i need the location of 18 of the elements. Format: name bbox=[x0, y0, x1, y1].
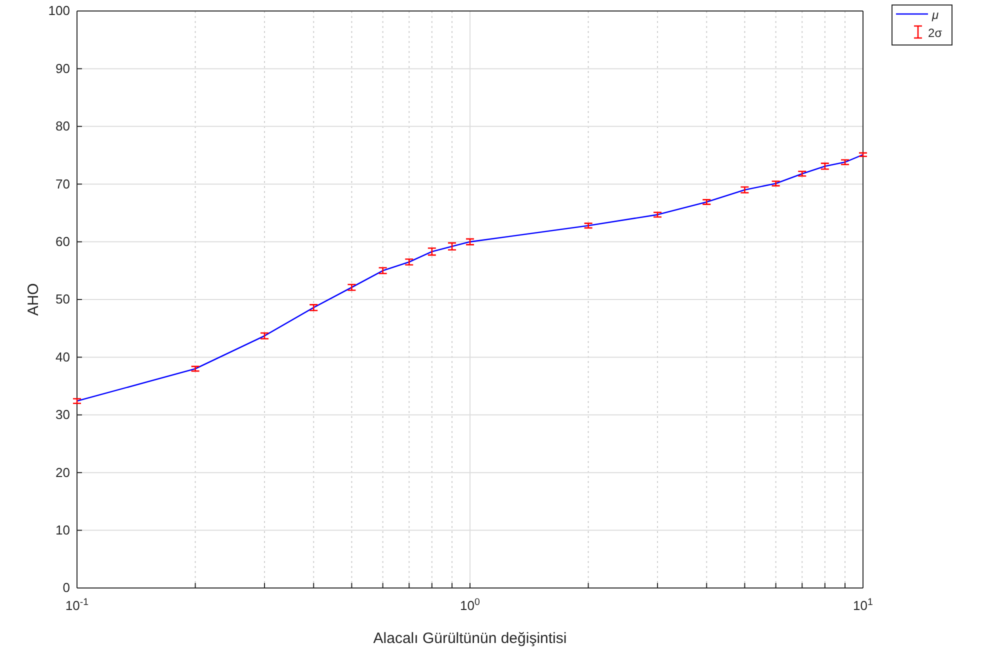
legend-label: μ bbox=[931, 8, 939, 22]
x-tick-label: 10$^{1}$ bbox=[853, 596, 873, 613]
text: 2σ bbox=[928, 26, 943, 40]
y-tick-label: 80 bbox=[56, 118, 70, 134]
y-tick-label: 10 bbox=[56, 522, 70, 538]
y-tick-label: 30 bbox=[56, 407, 70, 422]
y-axis-title: AHO bbox=[25, 283, 42, 316]
y-tick-label: 70 bbox=[56, 176, 70, 192]
y-tick-label: 90 bbox=[56, 60, 70, 76]
y-tick-label: 50 bbox=[56, 292, 70, 307]
y-tick-label: 40 bbox=[56, 349, 70, 364]
y-tick-label: 100 bbox=[48, 3, 70, 18]
y-tick-label: 0 bbox=[62, 580, 70, 596]
y-tick-label: 20 bbox=[56, 464, 70, 480]
x-tick-label: 10$^{0}$ bbox=[460, 596, 481, 613]
x-tick-label: 10$^{-1}$ bbox=[65, 596, 89, 613]
y-tick-label: 60 bbox=[56, 234, 70, 249]
x-axis-title: Alacalı Gürültünün değişintisi bbox=[373, 630, 567, 647]
